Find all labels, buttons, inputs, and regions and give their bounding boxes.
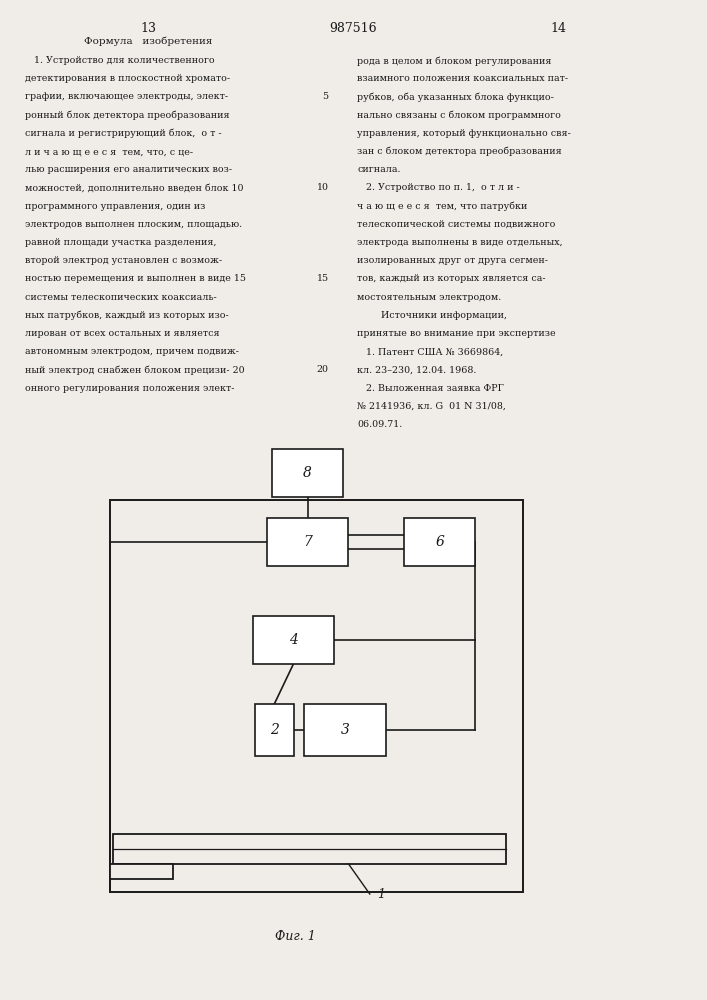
Bar — [255, 704, 294, 756]
Bar — [404, 518, 475, 566]
Text: ностью перемещения и выполнен в виде 15: ностью перемещения и выполнен в виде 15 — [25, 274, 246, 283]
Text: 987516: 987516 — [329, 22, 378, 35]
Text: 3: 3 — [341, 723, 349, 737]
Text: изолированных друг от друга сегмен-: изолированных друг от друга сегмен- — [357, 256, 548, 265]
Text: 06.09.71.: 06.09.71. — [357, 420, 402, 429]
Text: рубков, оба указанных блока функцио-: рубков, оба указанных блока функцио- — [357, 92, 554, 102]
Text: 14: 14 — [551, 22, 566, 35]
Text: системы телескопических коаксиаль-: системы телескопических коаксиаль- — [25, 293, 216, 302]
Text: взаимного положения коаксиальных пат-: взаимного положения коаксиальных пат- — [357, 74, 568, 83]
Text: рода в целом и блоком регулирования: рода в целом и блоком регулирования — [357, 56, 551, 66]
Text: графии, включающее электроды, элект-: графии, включающее электроды, элект- — [25, 92, 228, 101]
Text: 10: 10 — [317, 183, 329, 192]
Text: сигнала.: сигнала. — [357, 165, 401, 174]
Text: ч а ю щ е е с я  тем, что патрубки: ч а ю щ е е с я тем, что патрубки — [357, 202, 527, 211]
Bar — [304, 704, 386, 756]
Text: нально связаны с блоком программного: нально связаны с блоком программного — [357, 111, 561, 120]
Text: 4: 4 — [289, 633, 298, 647]
Text: 13: 13 — [141, 22, 156, 35]
Text: 2. Выложенная заявка ФРГ: 2. Выложенная заявка ФРГ — [357, 384, 504, 393]
Text: Формула   изобретения: Формула изобретения — [84, 37, 213, 46]
Text: 1. Устройство для количественного: 1. Устройство для количественного — [25, 56, 214, 65]
Text: равной площади участка разделения,: равной площади участка разделения, — [25, 238, 216, 247]
Text: электродов выполнен плоским, площадью.: электродов выполнен плоским, площадью. — [25, 220, 242, 229]
Text: телескопической системы подвижного: телескопической системы подвижного — [357, 220, 556, 229]
Bar — [267, 518, 348, 566]
Text: 8: 8 — [303, 466, 312, 480]
Bar — [110, 864, 173, 879]
Text: можностей, дополнительно введен блок 10: можностей, дополнительно введен блок 10 — [25, 183, 243, 192]
Text: 7: 7 — [303, 535, 312, 549]
Text: онного регулирования положения элект-: онного регулирования положения элект- — [25, 384, 234, 393]
Bar — [253, 616, 334, 664]
Text: 5: 5 — [322, 92, 329, 101]
Text: 15: 15 — [317, 274, 329, 283]
Text: электрода выполнены в виде отдельных,: электрода выполнены в виде отдельных, — [357, 238, 563, 247]
Text: 2. Устройство по п. 1,  о т л и -: 2. Устройство по п. 1, о т л и - — [357, 183, 520, 192]
Text: ных патрубков, каждый из которых изо-: ных патрубков, каждый из которых изо- — [25, 311, 228, 320]
Text: зан с блоком детектора преобразования: зан с блоком детектора преобразования — [357, 147, 562, 156]
Text: автономным электродом, причем подвиж-: автономным электродом, причем подвиж- — [25, 347, 239, 356]
Text: 2: 2 — [270, 723, 279, 737]
Text: тов, каждый из которых является са-: тов, каждый из которых является са- — [357, 274, 546, 283]
Text: ронный блок детектора преобразования: ронный блок детектора преобразования — [25, 111, 229, 120]
Text: ный электрод снабжен блоком прецизи- 20: ный электрод снабжен блоком прецизи- 20 — [25, 365, 245, 375]
Text: 1: 1 — [377, 888, 385, 900]
Bar — [113, 834, 506, 864]
Text: лью расширения его аналитических воз-: лью расширения его аналитических воз- — [25, 165, 232, 174]
Text: 1. Патент США № 3669864,: 1. Патент США № 3669864, — [357, 347, 503, 356]
Bar — [272, 449, 343, 497]
Text: № 2141936, кл. G  01 N 31/08,: № 2141936, кл. G 01 N 31/08, — [357, 402, 506, 411]
Text: 20: 20 — [317, 365, 329, 374]
Text: управления, который функционально свя-: управления, который функционально свя- — [357, 129, 571, 138]
Bar — [110, 500, 523, 892]
Text: Источники информации,: Источники информации, — [357, 311, 507, 320]
Text: л и ч а ю щ е е с я  тем, что, с це-: л и ч а ю щ е е с я тем, что, с це- — [25, 147, 193, 156]
Text: сигнала и регистрирующий блок,  о т -: сигнала и регистрирующий блок, о т - — [25, 129, 221, 138]
Text: второй электрод установлен с возмож-: второй электрод установлен с возмож- — [25, 256, 222, 265]
Text: кл. 23–230, 12.04. 1968.: кл. 23–230, 12.04. 1968. — [357, 365, 477, 374]
Text: принятые во внимание при экспертизе: принятые во внимание при экспертизе — [357, 329, 556, 338]
Text: 6: 6 — [436, 535, 444, 549]
Text: Фиг. 1: Фиг. 1 — [275, 930, 315, 943]
Text: детектирования в плоскостной хромато-: детектирования в плоскостной хромато- — [25, 74, 230, 83]
Text: лирован от всех остальных и является: лирован от всех остальных и является — [25, 329, 219, 338]
Text: мостоятельным электродом.: мостоятельным электродом. — [357, 293, 501, 302]
Text: программного управления, один из: программного управления, один из — [25, 202, 205, 211]
